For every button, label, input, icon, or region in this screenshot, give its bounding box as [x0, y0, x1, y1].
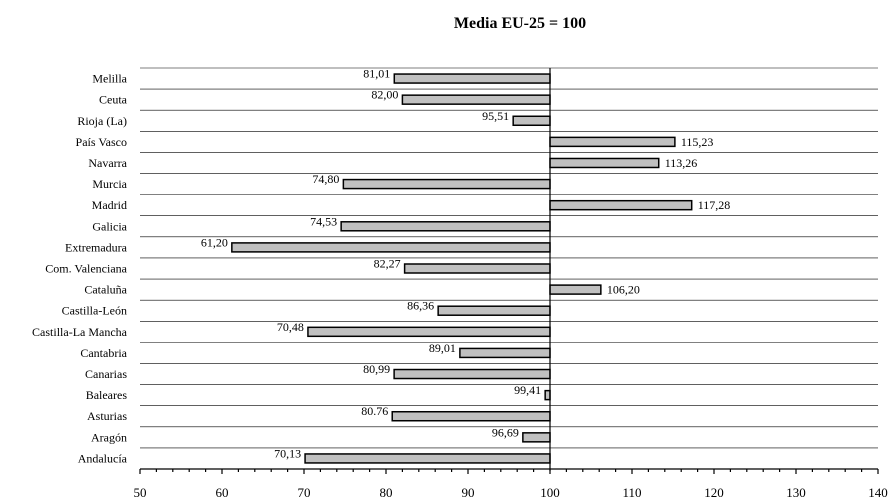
- x-tick-label: 130: [786, 485, 806, 500]
- category-label: Castilla-La Mancha: [32, 325, 128, 339]
- value-label: 74,53: [310, 214, 337, 228]
- category-label: País Vasco: [76, 135, 127, 149]
- value-label: 70,48: [277, 320, 304, 334]
- value-label: 82,27: [374, 257, 401, 271]
- value-label: 99,41: [514, 383, 541, 397]
- x-tick-label: 110: [622, 485, 641, 500]
- x-tick-label: 80: [380, 485, 393, 500]
- value-label: 89,01: [429, 341, 456, 355]
- bar: [522, 432, 551, 443]
- value-label: 61,20: [201, 235, 228, 249]
- bar: [403, 263, 551, 274]
- x-tick-label: 90: [462, 485, 475, 500]
- value-label: 86,36: [407, 299, 434, 313]
- value-label: 80.76: [361, 404, 388, 418]
- category-labels: Melilla Ceuta Rioja (La) País Vasco Navarra M…: [32, 72, 128, 466]
- value-label: 80,99: [363, 362, 390, 376]
- value-label: 82,00: [371, 88, 398, 102]
- bar: [437, 305, 551, 316]
- value-label: 95,51: [482, 109, 509, 123]
- category-label: Asturias: [87, 409, 127, 423]
- category-label: Cataluña: [84, 283, 127, 297]
- bar: [342, 178, 551, 190]
- x-tick-label: 70: [298, 485, 311, 500]
- value-label: 70,13: [274, 446, 301, 460]
- x-tick-label: 60: [216, 485, 229, 500]
- category-label: Cantabria: [80, 346, 127, 360]
- bar: [549, 157, 660, 169]
- category-label: Melilla: [92, 72, 127, 86]
- bar: [549, 284, 602, 295]
- x-tick-label: 50: [134, 485, 147, 500]
- bar: [304, 453, 551, 464]
- value-label: 113,26: [665, 156, 698, 170]
- category-label: Navarra: [88, 156, 127, 170]
- x-tick-label: 100: [540, 485, 560, 500]
- bar: [512, 115, 551, 127]
- gridlines: [140, 67, 878, 470]
- bar: [307, 326, 551, 338]
- bar: [459, 347, 551, 359]
- bar: [393, 368, 551, 380]
- value-labels: 81,01 82,00 95,51 115,23 113,26 74,80 117,28 74…: [201, 67, 730, 461]
- category-label: Murcia: [92, 177, 127, 191]
- category-label: Castilla-León: [62, 304, 127, 318]
- bar: [549, 136, 676, 148]
- bar: [231, 242, 551, 253]
- bars: [231, 73, 693, 464]
- category-label: Madrid: [92, 198, 127, 212]
- x-tick-label: 140: [868, 485, 888, 500]
- category-label: Galicia: [92, 219, 127, 233]
- bar: [401, 94, 551, 105]
- x-axis: 50 60 70 80 90 100 110 120 130 140: [134, 68, 888, 500]
- value-label: 74,80: [312, 172, 339, 186]
- category-label: Extremadura: [65, 240, 128, 254]
- value-label: 115,23: [681, 135, 714, 149]
- category-label: Com. Valenciana: [45, 262, 127, 276]
- value-label: 106,20: [607, 283, 640, 297]
- category-label: Canarias: [85, 367, 127, 381]
- category-label: Ceuta: [99, 93, 128, 107]
- chart-title: Media EU-25 = 100: [454, 15, 586, 32]
- bar: [544, 389, 551, 401]
- x-tick-label: 120: [704, 485, 724, 500]
- bar: [549, 199, 693, 211]
- bar: [340, 221, 551, 232]
- value-label: 117,28: [698, 198, 731, 212]
- bar: [391, 410, 551, 422]
- value-label: 81,01: [363, 67, 390, 81]
- value-label: 96,69: [492, 425, 519, 439]
- category-label: Andalucía: [78, 451, 128, 465]
- category-label: Aragón: [91, 430, 127, 444]
- bar: [393, 73, 551, 84]
- category-label: Rioja (La): [77, 114, 127, 128]
- category-label: Baleares: [86, 388, 128, 402]
